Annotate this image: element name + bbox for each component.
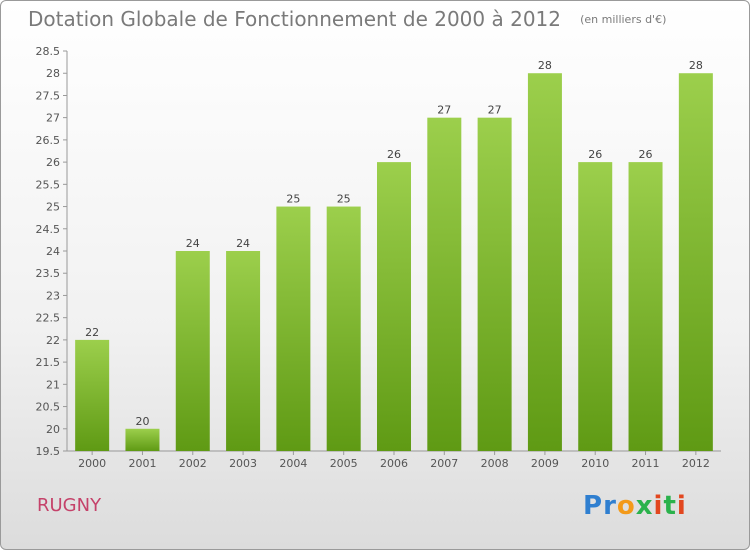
y-tick-label: 23.5 xyxy=(36,267,61,280)
bar-value-label: 25 xyxy=(286,193,300,206)
logo-letter: r xyxy=(603,491,617,521)
chart-title-block: Dotation Globale de Fonctionnement de 20… xyxy=(28,7,666,31)
y-tick-label: 24 xyxy=(46,245,60,258)
bar-value-label: 28 xyxy=(689,59,703,72)
bar-value-label: 25 xyxy=(337,193,351,206)
bar-value-label: 26 xyxy=(639,148,653,161)
x-tick-label: 2000 xyxy=(78,457,106,470)
commune-name: RUGNY xyxy=(37,495,102,516)
bar-value-label: 24 xyxy=(236,237,250,250)
x-tick-label: 2011 xyxy=(632,457,660,470)
y-tick-label: 24.5 xyxy=(36,223,61,236)
bar xyxy=(578,162,613,451)
logo-letter: P xyxy=(583,491,604,521)
chart-bars xyxy=(75,73,713,452)
x-tick-label: 2005 xyxy=(330,457,358,470)
y-tick-label: 25 xyxy=(46,201,60,214)
y-tick-label: 20 xyxy=(46,423,60,436)
y-tick-label: 22.5 xyxy=(36,312,61,325)
x-tick-label: 2009 xyxy=(531,457,559,470)
bar-value-label: 28 xyxy=(538,59,552,72)
proxiti-logo: Proxiti xyxy=(583,491,687,521)
bar xyxy=(276,206,311,451)
y-tick-label: 26.5 xyxy=(36,134,61,147)
x-tick-label: 2010 xyxy=(581,457,609,470)
bar xyxy=(678,73,713,451)
x-tick-label: 2004 xyxy=(279,457,307,470)
chart-title: Dotation Globale de Fonctionnement de 20… xyxy=(28,7,561,31)
chart-axes: 19.5 20 20.5 21 21.5 22 22.5 23 23.5 24 24.5 25 25.5… xyxy=(36,45,721,458)
logo-letter: o xyxy=(616,491,636,521)
bar xyxy=(175,251,210,451)
x-tick-label: 2008 xyxy=(481,457,509,470)
y-tick-label: 28.5 xyxy=(36,45,61,58)
bar xyxy=(427,117,462,452)
y-tick-label: 20.5 xyxy=(36,401,61,414)
bar xyxy=(527,73,562,451)
x-tick-label: 2003 xyxy=(229,457,257,470)
logo-letter: i xyxy=(653,491,664,521)
y-tick-label: 26 xyxy=(46,156,60,169)
bar xyxy=(226,251,261,451)
x-tick-label: 2002 xyxy=(179,457,207,470)
y-tick-label: 27 xyxy=(46,112,60,125)
x-tick-label: 2007 xyxy=(430,457,458,470)
logo-letter: t xyxy=(663,491,677,521)
y-tick-label: 25.5 xyxy=(36,178,61,191)
y-tick-label: 27.5 xyxy=(36,89,61,102)
bar-value-label: 27 xyxy=(437,104,451,117)
bar xyxy=(125,428,160,451)
bar xyxy=(628,162,663,451)
bar xyxy=(75,339,110,451)
chart-labels: 22 2000 20 2001 24 2002 24 2003 25 2004 25 2005 26 20… xyxy=(78,59,710,470)
chart-unit: (en milliers d'€) xyxy=(580,13,667,26)
bar-value-label: 24 xyxy=(186,237,200,250)
bar xyxy=(377,162,411,451)
y-tick-label: 23 xyxy=(46,289,60,302)
bar-value-label: 27 xyxy=(488,104,502,117)
y-tick-label: 19.5 xyxy=(36,445,61,458)
x-tick-label: 2012 xyxy=(682,457,710,470)
y-tick-label: 28 xyxy=(46,67,60,80)
bar xyxy=(326,206,361,451)
bar-value-label: 20 xyxy=(135,415,149,428)
y-tick-label: 21.5 xyxy=(36,356,61,369)
logo-letter: x xyxy=(635,491,654,521)
x-tick-label: 2006 xyxy=(380,457,408,470)
y-tick-label: 22 xyxy=(46,334,60,347)
bar xyxy=(477,117,512,452)
logo-letter: i xyxy=(676,491,687,521)
y-tick-label: 21 xyxy=(46,378,60,391)
bar-value-label: 26 xyxy=(588,148,602,161)
x-tick-label: 2001 xyxy=(128,457,156,470)
bar-value-label: 22 xyxy=(85,326,99,339)
bar-value-label: 26 xyxy=(387,148,401,161)
